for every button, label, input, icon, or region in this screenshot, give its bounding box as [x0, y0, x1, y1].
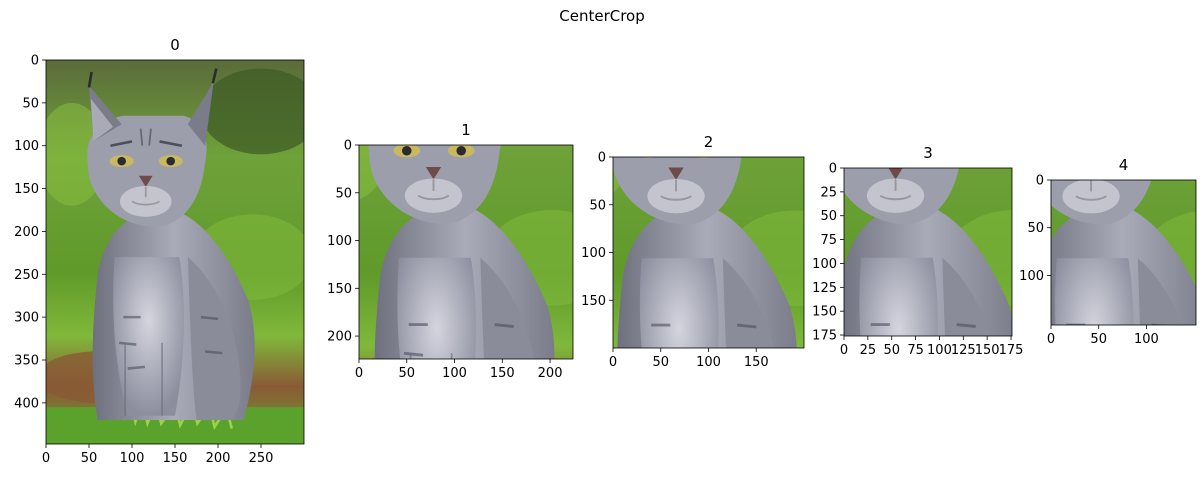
x-tick-label-3-75: 75 [907, 343, 924, 358]
x-tick-label-2-50: 50 [652, 355, 669, 370]
x-tick-label-1-50: 50 [398, 366, 415, 381]
panel-title-1: 1 [461, 121, 471, 139]
x-tick-label-3-175: 175 [999, 343, 1024, 358]
panel-1: 0 50 100 150 200 0 50 100 150 200 [327, 139, 574, 381]
y-tick-label-0-0: 0 [31, 54, 39, 69]
panel-title-2: 2 [703, 133, 714, 151]
y-tick-label-4-0: 0 [1036, 174, 1044, 189]
x-tick-label-2-100: 100 [696, 355, 721, 370]
panel-4: 0 50 100 0 50 100 [1019, 174, 1197, 347]
panel-image-3 [844, 168, 1012, 336]
panel-0: 0 50 100 150 200 250 0 50 100 150 200 250 300 350 400 [14, 54, 305, 466]
x-tick-label-3-150: 150 [975, 343, 1000, 358]
panel-image-0 [46, 60, 304, 444]
panel-title-3: 3 [923, 144, 933, 162]
y-tick-label-1-100: 100 [327, 234, 352, 249]
x-tick-label-0-250: 250 [249, 451, 274, 466]
y-tick-label-0-400: 400 [14, 396, 39, 411]
y-tick-label-0-250: 250 [14, 268, 39, 283]
y-tick-label-0-300: 300 [14, 311, 39, 326]
y-tick-label-3-25: 25 [820, 185, 837, 200]
y-tick-label-3-100: 100 [812, 257, 837, 272]
y-tick-label-0-100: 100 [14, 139, 39, 154]
x-tick-label-0-0: 0 [42, 451, 50, 466]
x-tick-label-3-100: 100 [927, 343, 952, 358]
y-tick-label-3-150: 150 [812, 305, 837, 320]
panel-title-0: 0 [170, 36, 180, 54]
y-tick-label-0-50: 50 [22, 96, 39, 111]
x-tick-label-4-50: 50 [1090, 332, 1107, 347]
y-tick-label-2-150: 150 [581, 294, 606, 309]
y-tick-label-3-0: 0 [829, 162, 837, 177]
x-tick-label-1-200: 200 [538, 366, 563, 381]
figure-title: CenterCrop [559, 7, 645, 25]
x-tick-label-2-0: 0 [609, 355, 617, 370]
panel-2: 0 50 100 150 0 50 100 150 [581, 151, 805, 370]
y-tick-label-4-100: 100 [1019, 269, 1044, 284]
x-tick-label-2-150: 150 [744, 355, 769, 370]
y-tick-label-0-350: 350 [14, 354, 39, 369]
x-tick-label-3-125: 125 [951, 343, 976, 358]
panel-frame-4 [1050, 179, 1197, 326]
y-tick-label-1-50: 50 [335, 186, 352, 201]
y-tick-label-3-175: 175 [812, 329, 837, 344]
x-tick-label-1-100: 100 [442, 366, 467, 381]
x-tick-label-1-0: 0 [355, 366, 363, 381]
panel-frame-1 [358, 144, 574, 360]
x-tick-label-4-100: 100 [1134, 332, 1159, 347]
y-tick-label-2-0: 0 [598, 151, 606, 166]
y-tick-label-0-200: 200 [14, 225, 39, 240]
panels-layer: 0 50 100 150 200 2500501001502002503003504000… [14, 54, 1197, 466]
x-tick-label-0-200: 200 [206, 451, 231, 466]
x-tick-label-3-0: 0 [840, 343, 848, 358]
y-tick-label-2-100: 100 [581, 246, 606, 261]
y-tick-label-3-50: 50 [820, 209, 837, 224]
x-tick-label-0-50: 50 [81, 451, 98, 466]
x-tick-label-1-150: 150 [490, 366, 515, 381]
x-tick-label-0-150: 150 [163, 451, 188, 466]
y-tick-label-0-150: 150 [14, 182, 39, 197]
x-tick-label-3-50: 50 [883, 343, 900, 358]
x-tick-label-3-25: 25 [860, 343, 877, 358]
x-tick-label-4-0: 0 [1047, 332, 1055, 347]
y-tick-label-2-50: 50 [589, 198, 606, 213]
x-tick-label-0-100: 100 [120, 451, 145, 466]
y-tick-label-1-150: 150 [327, 282, 352, 297]
panel-title-4: 4 [1118, 156, 1129, 174]
y-tick-label-1-0: 0 [344, 139, 352, 154]
y-tick-label-3-125: 125 [812, 281, 837, 296]
y-tick-label-1-200: 200 [327, 330, 352, 345]
panel-frame-3 [843, 167, 1013, 337]
y-tick-label-4-50: 50 [1027, 221, 1044, 236]
y-tick-label-3-75: 75 [820, 233, 837, 248]
